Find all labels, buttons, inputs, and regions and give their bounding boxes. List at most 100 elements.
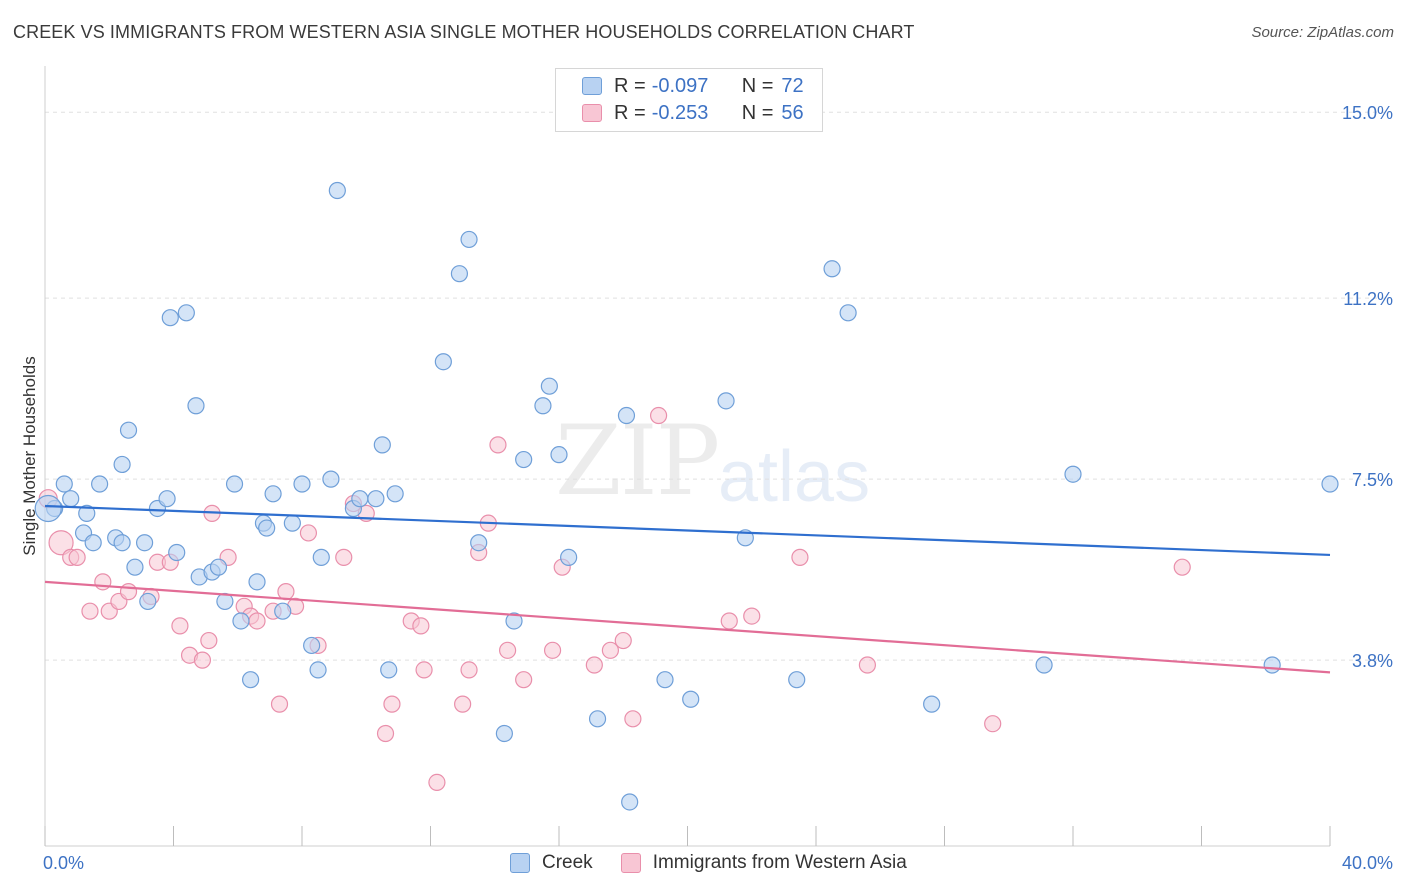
creek-point	[717, 392, 735, 410]
creek-point	[225, 475, 244, 493]
series-legend: Creek Immigrants from Western Asia	[510, 852, 935, 874]
legend-n-label: N =	[741, 74, 774, 97]
immigrants-point	[743, 607, 761, 625]
immigrants-legend-swatch	[620, 853, 641, 873]
creek-point	[1321, 475, 1339, 493]
immigrants-point	[614, 631, 632, 650]
immigrants-point	[200, 631, 218, 650]
legend-row-immigrants: R = -0.253 N = 56	[556, 100, 804, 126]
creek-point	[293, 475, 311, 493]
creek-point	[161, 309, 179, 327]
creek-point	[617, 406, 636, 425]
creek-point	[264, 485, 282, 503]
x-tick-label: 0.0%	[43, 853, 84, 873]
creek-point	[373, 436, 391, 454]
creek-point	[34, 494, 62, 523]
legend-r-label: R =	[614, 74, 646, 97]
creek-point	[248, 573, 266, 591]
y-tick-label: 15.0%	[1342, 103, 1393, 123]
creek-legend-swatch	[510, 853, 530, 873]
immigrants-point	[94, 573, 112, 591]
creek-point	[621, 793, 639, 811]
creek-point	[450, 265, 469, 283]
creek-point	[923, 695, 941, 713]
creek-point	[434, 353, 452, 371]
creek-point	[62, 490, 80, 508]
creek-point	[91, 475, 109, 493]
creek-point	[78, 504, 96, 522]
immigrants-point	[412, 617, 430, 635]
creek-point	[839, 304, 857, 322]
immigrants-point	[193, 651, 212, 669]
creek-point	[139, 592, 157, 611]
grid-lines	[45, 111, 1390, 661]
creek-point	[232, 612, 250, 630]
immigrants-point	[428, 773, 446, 792]
creek-point	[386, 485, 404, 503]
immigrants-point	[489, 436, 507, 454]
creek-point	[1064, 465, 1082, 483]
immigrants-point	[119, 583, 138, 601]
creek-point	[505, 612, 523, 630]
y-tick-label: 3.8%	[1352, 651, 1393, 671]
immigrants-point	[1173, 558, 1191, 576]
legend-r-value: -0.097	[651, 74, 709, 97]
immigrants-point	[460, 661, 478, 679]
immigrants-point	[48, 530, 74, 556]
immigrants-point	[81, 602, 99, 620]
creek-point	[177, 304, 195, 322]
y-tick-label: 11.2%	[1343, 289, 1393, 309]
creek-point	[351, 490, 369, 508]
creek-point	[55, 475, 73, 493]
x-tick-labels: 0.0% 40.0%	[43, 853, 1393, 873]
watermark-atlas: atlas	[718, 437, 871, 517]
creek-swatch	[582, 77, 602, 95]
immigrants-point	[791, 548, 809, 566]
legend-row-creek: R = -0.097 N = 72	[556, 73, 804, 99]
legend-item-immigrants[interactable]: Immigrants from Western Asia	[620, 852, 907, 874]
immigrants-point	[68, 548, 86, 566]
creek-point	[550, 446, 568, 464]
creek-point	[303, 636, 321, 655]
creek-trend-line	[44, 504, 1331, 557]
creek-point	[1035, 656, 1053, 674]
x-tick-label: 40.0%	[1342, 853, 1393, 873]
creek-point	[560, 548, 578, 566]
immigrants-point	[585, 656, 603, 674]
creek-point	[470, 534, 488, 552]
axes	[44, 66, 1331, 847]
creek-point	[515, 450, 533, 469]
series-creek-points	[34, 181, 1339, 811]
correlation-legend: R = -0.097 N = 72 R = -0.253 N = 56	[555, 68, 823, 132]
legend-n-label: N =	[741, 101, 774, 124]
immigrants-point	[376, 724, 395, 743]
creek-point	[209, 558, 228, 576]
creek-point	[534, 397, 552, 415]
series-immigrants-points	[38, 406, 1191, 792]
creek-point	[495, 724, 513, 743]
trend-lines	[44, 504, 1331, 674]
creek-point	[312, 548, 330, 566]
creek-point	[242, 671, 260, 689]
immigrants-point	[454, 695, 472, 713]
immigrants-swatch	[582, 104, 602, 122]
creek-point	[656, 671, 674, 689]
creek-point	[158, 490, 176, 508]
y-tick-label: 7.5%	[1352, 470, 1393, 490]
immigrants-point	[299, 524, 318, 542]
creek-point	[135, 534, 154, 552]
creek-point	[187, 397, 205, 415]
creek-point	[788, 671, 806, 689]
immigrants-point	[499, 641, 517, 659]
immigrants-point	[984, 715, 1002, 733]
creek-point	[823, 260, 841, 278]
immigrants-point	[415, 661, 433, 679]
creek-point	[283, 514, 301, 532]
legend-item-creek[interactable]: Creek	[510, 852, 593, 874]
creek-point	[113, 455, 131, 474]
immigrants-point	[720, 612, 738, 630]
legend-immigrants-label: Immigrants from Western Asia	[652, 852, 907, 873]
chart-title: CREEK VS IMMIGRANTS FROM WESTERN ASIA SI…	[13, 22, 915, 42]
creek-point	[126, 558, 144, 576]
